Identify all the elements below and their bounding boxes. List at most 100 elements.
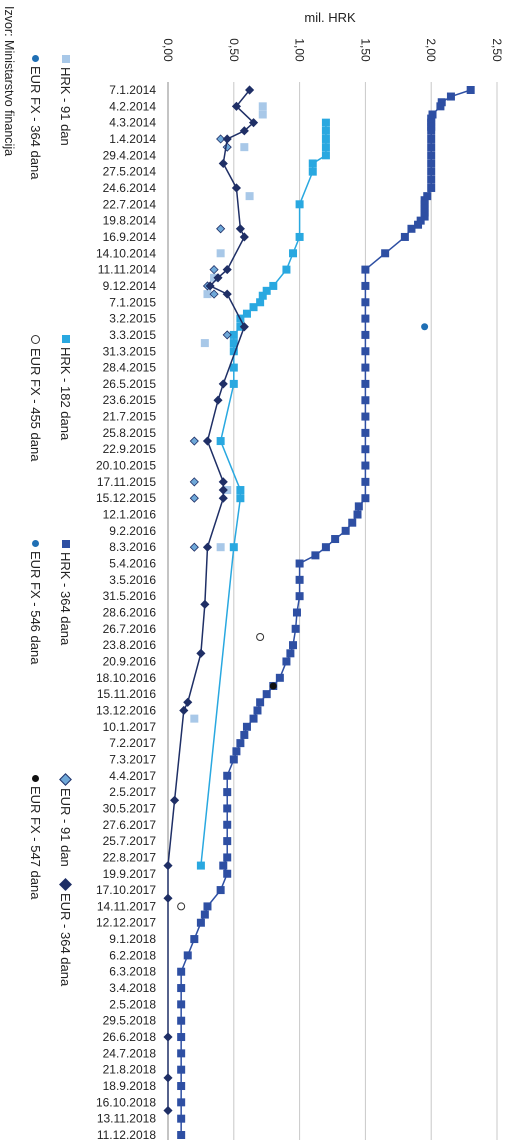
legend-label: HRK - 182 dana [58,347,73,441]
data-point [269,281,278,290]
date-tick-label: 19.8.2014 [103,214,157,228]
data-point [249,714,258,723]
date-tick-label: 24.7.2018 [103,1046,157,1060]
data-point [361,477,370,486]
series-hrk-364-dana [177,86,475,1139]
data-point [361,461,370,470]
legend-entry: EUR - 364 dana [58,878,73,986]
data-point [354,502,363,511]
data-point [222,265,232,275]
date-tick-label: 25.7.2017 [103,834,157,848]
data-point [361,281,370,290]
data-point [218,493,228,503]
data-point [216,224,226,234]
data-point [229,755,238,764]
data-point [223,820,232,829]
value-tick-label: 1,50 [358,38,372,62]
value-tick-label: 0,50 [227,38,241,62]
date-tick-label: 27.5.2014 [103,165,157,179]
data-point [321,126,330,135]
data-point [423,192,432,201]
date-tick-label: 3.4.2018 [109,981,156,995]
data-point [223,869,232,878]
data-point [209,289,219,299]
date-tick-label: 24.6.2014 [103,181,157,195]
date-tick-label: 1.4.2014 [109,132,156,146]
date-tick-label: 23.8.2016 [103,638,157,652]
date-tick-label: 17.11.2015 [97,475,156,489]
date-tick-label: 10.1.2017 [103,720,157,734]
series-line [200,122,327,866]
data-point [222,330,232,340]
series-eur-fx-364-dana [421,323,429,331]
data-point [321,118,330,127]
data-point [240,730,249,739]
date-tick-label: 7.2.2017 [109,736,156,750]
data-point [242,309,251,318]
data-point [275,673,284,682]
data-point [229,330,238,339]
data-point [245,192,254,201]
data-point [420,208,429,217]
data-point [262,690,271,699]
date-tick-label: 7.3.2017 [109,752,156,766]
data-point [427,134,436,143]
data-point [218,158,228,169]
data-point [163,1105,173,1116]
data-point [232,747,241,756]
date-tick-label: 20.9.2016 [103,654,157,668]
date-tick-label: 14.10.2014 [96,246,156,260]
date-tick-label: 4.4.2017 [109,769,156,783]
source-note: Izvor: Ministarstvo financija [2,6,16,157]
data-point [218,379,228,389]
data-point [216,249,225,258]
legend-label: EUR FX - 455 dana [28,348,43,462]
date-tick-label: 6.2.2018 [109,948,156,962]
data-point [420,212,429,221]
date-tick-label: 22.8.2017 [103,850,157,864]
data-point [427,167,436,176]
data-point [262,286,271,295]
data-point [177,1000,186,1009]
data-point [291,624,300,633]
date-tick-label: 15.12.2015 [96,491,156,505]
data-point [282,265,291,274]
data-point [436,102,445,111]
legend-swatch [31,335,40,344]
series-hrk-91-dan [190,102,267,723]
legend-label: EUR - 91 dan [58,788,73,867]
legend-entry: EUR FX - 546 dana [28,540,43,664]
data-point [236,739,245,748]
value-tick-label: 2,50 [490,38,504,62]
data-point [177,967,186,976]
legend-entry: HRK - 364 dana [58,540,73,645]
data-point [170,795,180,805]
date-tick-label: 3.2.2015 [109,312,156,326]
data-point [361,445,370,454]
data-point [216,886,225,895]
data-point [341,526,350,535]
data-point [361,396,370,405]
legend-entry: HRK - 91 dan [58,55,73,146]
date-tick-label: 29.5.2018 [103,1014,157,1028]
date-tick-label: 9.1.2018 [109,932,156,946]
data-point [249,303,258,312]
data-point [295,592,304,601]
date-tick-label: 25.8.2015 [103,426,157,440]
data-point [229,363,238,372]
data-point [292,608,301,617]
date-tick-label: 15.11.2016 [97,687,156,701]
data-point [353,510,362,519]
data-point [295,559,304,568]
legend-entry: EUR - 91 dan [58,773,73,867]
date-tick-label: 14.11.2017 [97,899,156,913]
date-tick-label: 16.9.2014 [103,230,157,244]
data-point [223,771,232,780]
date-tick-label: 9.2.2016 [109,524,156,538]
data-point [427,143,436,152]
data-point [202,436,213,446]
data-point [177,984,186,993]
data-point [222,142,232,152]
data-point [231,183,241,193]
